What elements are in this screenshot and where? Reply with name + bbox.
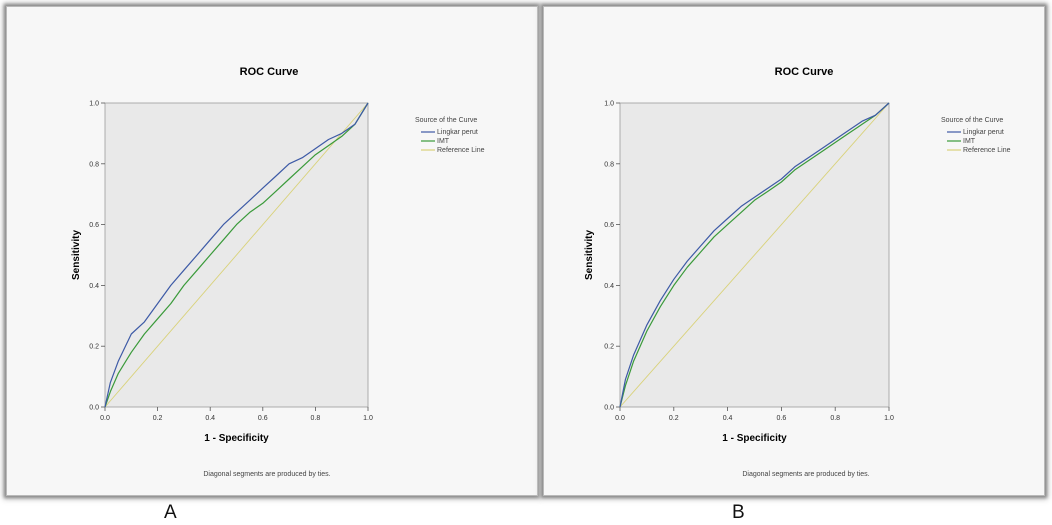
legend-item-label: Reference Line	[963, 147, 1011, 154]
legend-title: Source of the Curve	[941, 117, 1003, 124]
y-tick-label: 0.0	[604, 405, 614, 412]
y-tick-label: 0.0	[89, 405, 99, 412]
x-tick-label: 1.0	[884, 415, 894, 422]
x-tick-label: 0.2	[669, 415, 679, 422]
legend-item-label: Lingkar perut	[437, 129, 478, 136]
legend: Source of the Curve Lingkar perut IMT Refer…	[941, 117, 1011, 154]
x-tick-label: 0.0	[100, 415, 110, 422]
y-tick-label: 0.8	[604, 161, 614, 168]
chart-footnote: Diagonal segments are produced by ties.	[203, 471, 330, 478]
legend: Source of the Curve Lingkar perut IMT Refer…	[415, 117, 485, 154]
y-tick-label: 0.2	[604, 344, 614, 351]
series-line-imt	[619, 102, 890, 408]
y-tick-label: 0.8	[89, 161, 99, 168]
legend-item-label: IMT	[963, 138, 976, 145]
x-tick-label: 1.0	[363, 415, 373, 422]
x-axis-label: 1 - Specificity	[204, 433, 269, 444]
series-line-lingkar-perut	[104, 102, 369, 408]
x-tick-label: 0.2	[153, 415, 163, 422]
x-tick-label: 0.0	[615, 415, 625, 422]
y-tick-label: 1.0	[89, 101, 99, 108]
y-tick-label: 0.6	[89, 222, 99, 229]
panel-label-b: B	[732, 502, 745, 523]
y-tick-label: 0.4	[604, 283, 614, 290]
y-tick-label: 0.6	[604, 222, 614, 229]
legend-title: Source of the Curve	[415, 117, 477, 124]
chart-footnote: Diagonal segments are produced by ties.	[742, 471, 869, 478]
series-line-reference-line	[619, 102, 890, 408]
x-tick-label: 0.4	[205, 415, 215, 422]
x-tick-label: 0.8	[311, 415, 321, 422]
y-axis-label: Sensitivity	[71, 230, 82, 280]
legend-item-label: Lingkar perut	[963, 129, 1004, 136]
x-tick-label: 0.6	[258, 415, 268, 422]
series-line-reference-line	[104, 102, 369, 408]
chart-title: ROC Curve	[240, 66, 299, 78]
x-tick-label: 0.4	[723, 415, 733, 422]
panel-label-a: A	[164, 502, 177, 523]
chart-title: ROC Curve	[775, 66, 834, 78]
y-tick-label: 0.2	[89, 344, 99, 351]
chart-panel-a: ROC Curve 0.0 0.2 0.4 0.6 0.8 1.0 0.0 0.2 0.4 0.6 0…	[6, 6, 538, 496]
x-axis-label: 1 - Specificity	[722, 433, 787, 444]
roc-chart-a: ROC Curve 0.0 0.2 0.4 0.6 0.8 1.0 0.0 0.2 0.4 0.6 0…	[71, 66, 485, 478]
series-line-imt	[104, 102, 369, 408]
series-line-lingkar-perut	[619, 102, 890, 408]
legend-item-label: Reference Line	[437, 147, 485, 154]
y-tick-label: 1.0	[604, 101, 614, 108]
x-tick-label: 0.6	[777, 415, 787, 422]
roc-chart-b: ROC Curve 0.0 0.2 0.4 0.6 0.8 1.0 0.0 0.2 0.4 0.6 0…	[584, 66, 1011, 478]
y-tick-label: 0.4	[89, 283, 99, 290]
chart-panel-b: ROC Curve 0.0 0.2 0.4 0.6 0.8 1.0 0.0 0.2 0.4 0.6 0…	[543, 6, 1045, 496]
x-tick-label: 0.8	[830, 415, 840, 422]
y-axis-label: Sensitivity	[584, 230, 595, 280]
legend-item-label: IMT	[437, 138, 450, 145]
